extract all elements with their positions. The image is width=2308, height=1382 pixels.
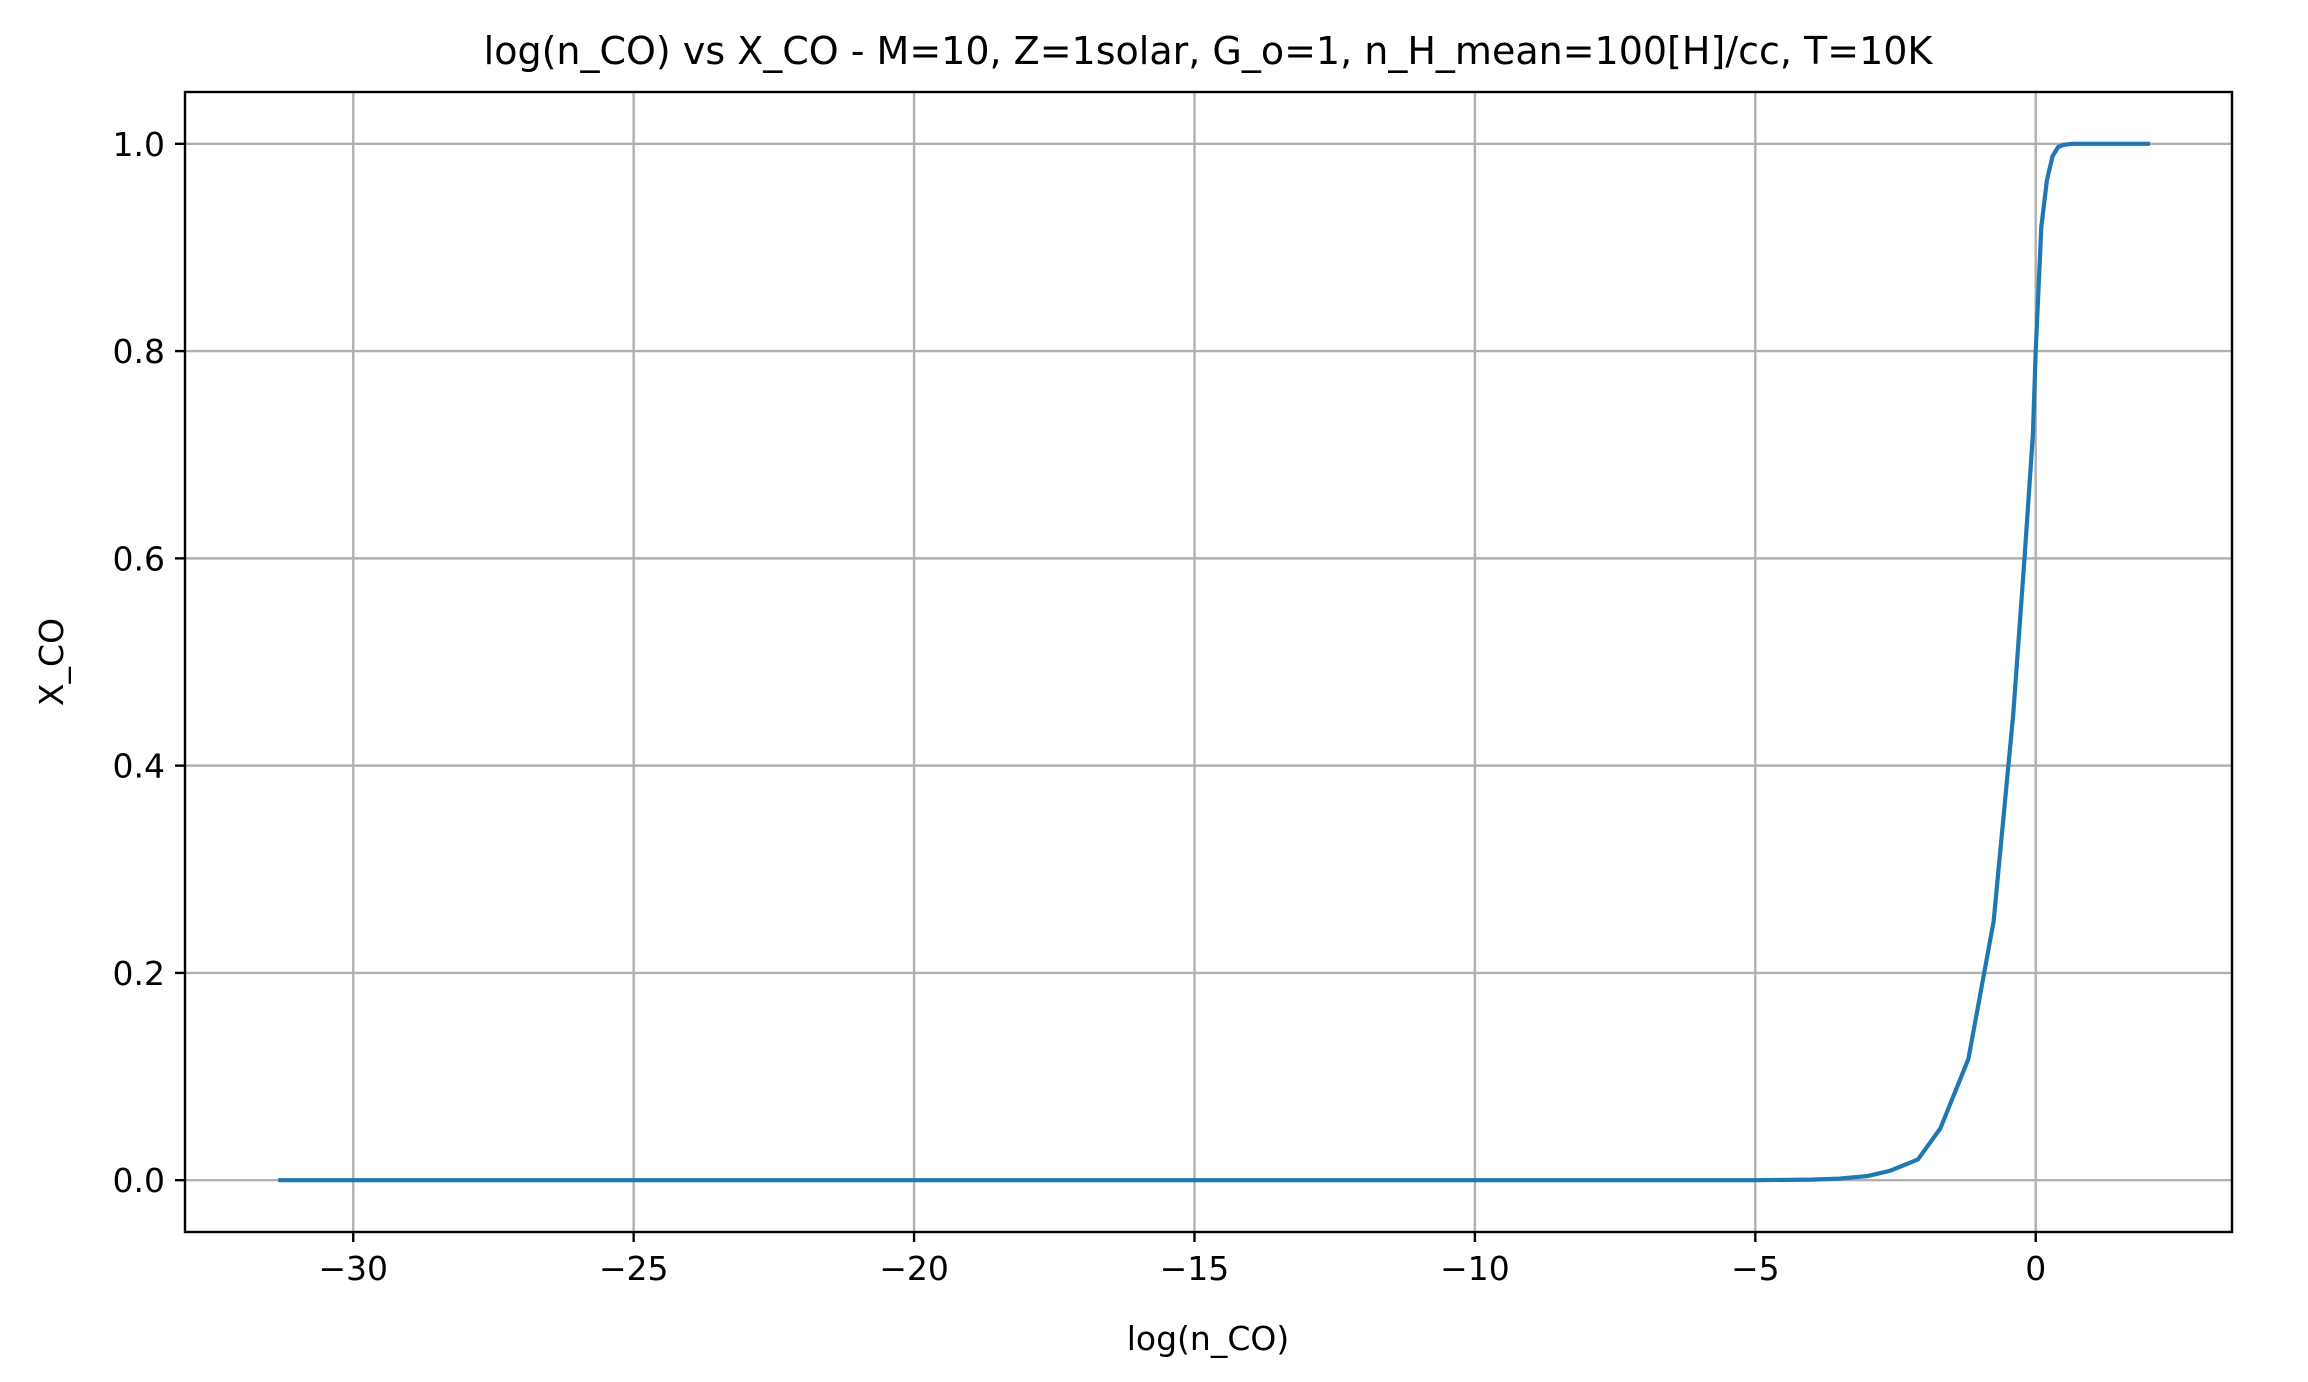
plot-frame: [183, 90, 2234, 1234]
y-tick-label: 0.4: [113, 747, 165, 786]
y-tick-label: 0.2: [113, 954, 165, 993]
series-line: [278, 141, 2150, 1183]
x-tick-label: 0: [2025, 1249, 2046, 1288]
grid-layer: [185, 92, 2232, 1232]
x-tick-label: −5: [1731, 1249, 1780, 1288]
x-tick-label: −20: [879, 1249, 949, 1288]
x-tick-label: −30: [318, 1249, 388, 1288]
y-tick-label: 1.0: [113, 125, 165, 164]
y-tick-label: 0.6: [113, 539, 165, 578]
chart-title: log(n_CO) vs X_CO - M=10, Z=1solar, G_o=…: [484, 29, 1934, 73]
series-layer: [278, 141, 2150, 1183]
y-tick-label: 0.8: [113, 332, 165, 371]
x-tick-label: −15: [1160, 1249, 1230, 1288]
y-axis-label: X_CO: [32, 618, 71, 706]
y-axis-ticks: 0.0 0.2 0.4 0.6 0.8 1.0: [113, 125, 185, 1200]
x-axis-ticks: −30 −25 −20 −15 −10 −5 0: [318, 1232, 2046, 1288]
x-tick-label: −25: [599, 1249, 669, 1288]
y-tick-label: 0.0: [113, 1161, 165, 1200]
x-tick-label: −10: [1440, 1249, 1510, 1288]
x-axis-label: log(n_CO): [1127, 1319, 1290, 1358]
